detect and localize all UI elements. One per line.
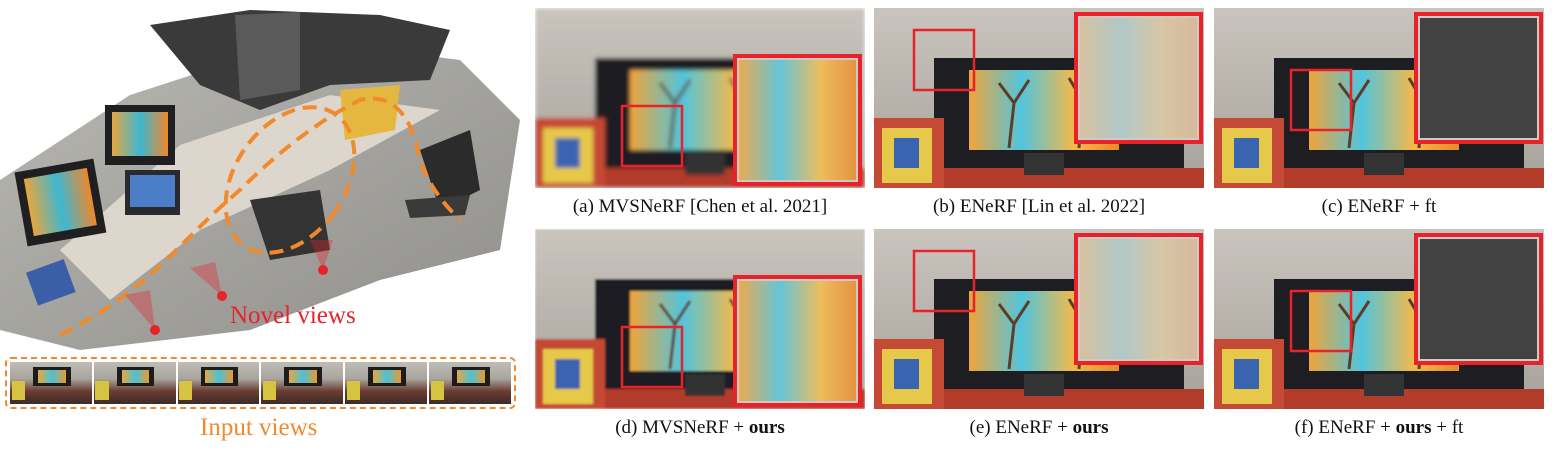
- result-image-a: [535, 8, 865, 188]
- input-view-thumbnail: [177, 362, 260, 404]
- point-cloud-scene: Novel views Input views: [0, 0, 530, 451]
- novel-views-label: Novel views: [230, 302, 356, 329]
- input-views-label: Input views: [200, 414, 318, 441]
- scene-reconstruction-image: [0, 10, 520, 350]
- caption-d: (d) MVSNeRF + ours: [615, 417, 785, 438]
- input-view-thumbnail: [10, 362, 92, 404]
- input-views-strip: [5, 357, 516, 409]
- caption-b: (b) ENeRF [Lin et al. 2022]: [932, 196, 1146, 217]
- caption-a: (a) MVSNeRF [Chen et al. 2021]: [572, 196, 828, 217]
- caption-c: (c) ENeRF + ft: [1321, 196, 1437, 217]
- result-image-c: [1214, 8, 1544, 188]
- input-view-thumbnail: [429, 362, 511, 404]
- result-image-e: [874, 229, 1204, 409]
- caption-f: (f) ENeRF + ours + ft: [1294, 417, 1464, 438]
- result-image-b: [874, 8, 1204, 188]
- input-view-thumbnail: [93, 362, 176, 404]
- result-image-f: [1214, 229, 1544, 409]
- caption-e: (e) ENeRF + ours: [969, 417, 1109, 438]
- result-image-d: [535, 229, 865, 409]
- input-view-thumbnail: [345, 362, 428, 404]
- input-view-thumbnail: [261, 362, 344, 404]
